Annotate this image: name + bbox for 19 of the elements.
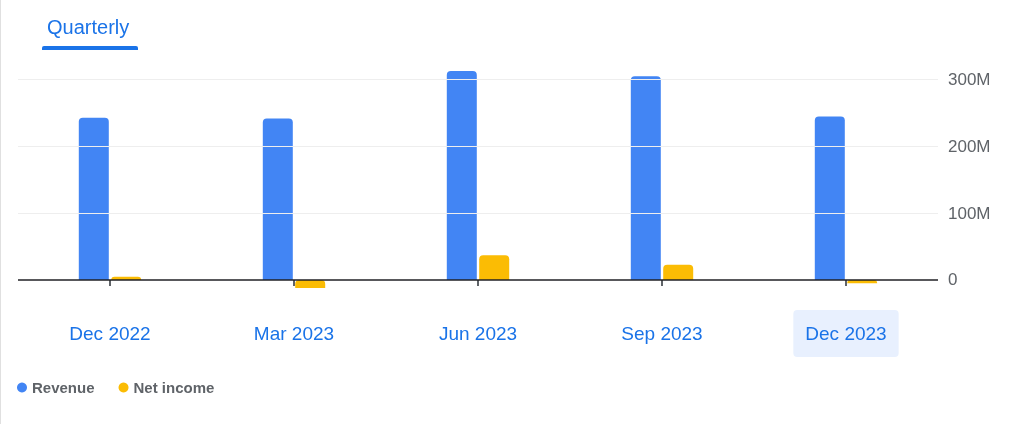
y-tick-label: 100M <box>948 203 991 223</box>
chart-title: Quarterly <box>47 16 130 38</box>
bar <box>663 264 694 280</box>
x-tick-label: Dec 2023 <box>805 323 887 344</box>
bar <box>630 76 661 280</box>
legend-label: Net income <box>133 379 215 396</box>
x-tick-label: Mar 2023 <box>253 323 335 344</box>
bar <box>814 116 845 280</box>
legend-label: Revenue <box>32 379 95 396</box>
bar <box>446 71 477 280</box>
y-tick-label: 0 <box>948 270 958 290</box>
bar <box>262 118 293 280</box>
x-tick-label: Dec 2022 <box>69 323 151 344</box>
y-tick-label: 200M <box>948 136 991 156</box>
y-tick-label: 300M <box>948 70 991 90</box>
x-tick-label: Jun 2023 <box>438 323 518 344</box>
bar <box>479 255 510 280</box>
bar <box>78 117 109 280</box>
x-tick-label: Sep 2023 <box>621 323 703 344</box>
